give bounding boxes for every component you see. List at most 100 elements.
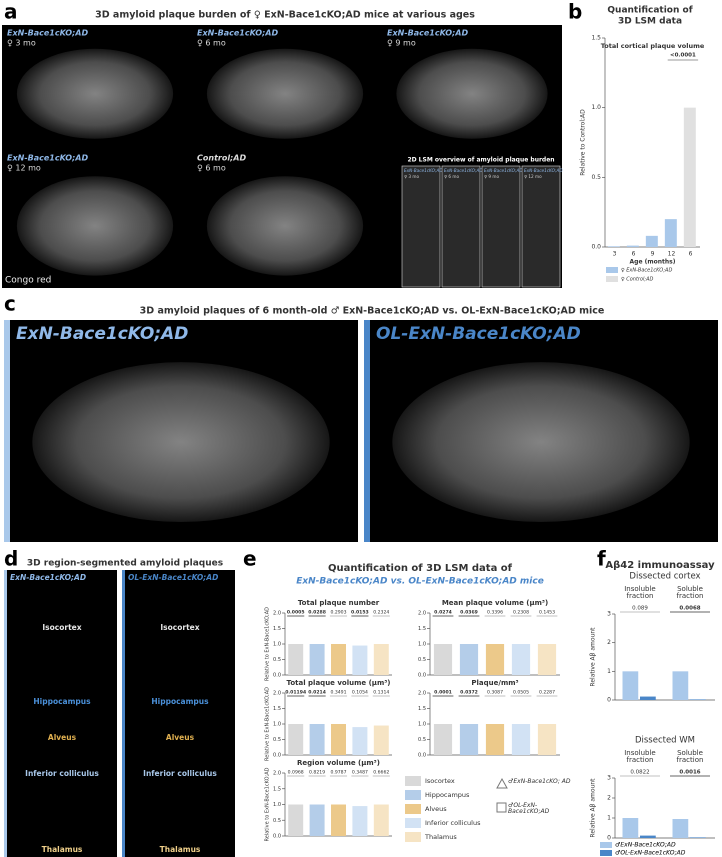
inset-sublabel: ♀ 3 mo <box>404 174 419 179</box>
y-tick-label: 0.0 <box>273 834 281 840</box>
legend-swatch <box>405 818 421 828</box>
bar <box>352 806 368 836</box>
y-tick-label: 0 <box>607 835 611 842</box>
legend-label: ♀ ExN-Bace1cKO;AD <box>621 268 672 274</box>
panel-letter: c <box>4 292 16 316</box>
bar <box>672 671 689 700</box>
brain-image <box>206 176 364 276</box>
chart-title: Plaque/mm³ <box>471 679 518 687</box>
region-label: Thalamus <box>160 845 201 854</box>
y-tick-label: 2.0 <box>273 691 281 697</box>
x-category-label: Soluble fraction <box>676 749 704 765</box>
p-value: 0.089 <box>632 606 648 612</box>
legend-swatch <box>405 776 421 786</box>
bar <box>622 671 639 700</box>
chart-title: Total cortical plaque volume <box>601 42 705 50</box>
bar <box>309 644 325 675</box>
y-tick-label: 1.5 <box>273 626 281 632</box>
legend-label: ♂ExN-Bace1cKO;AD <box>615 842 676 849</box>
y-tick-label: 2 <box>607 795 611 802</box>
legend-label: ♀ Control;AD <box>621 277 654 283</box>
image-strip <box>122 570 125 857</box>
y-axis-label: Relative to ExN-Bace1cKO;AD <box>265 767 271 841</box>
panel-title: 3D region-segmented amyloid plaques <box>27 559 223 569</box>
bar <box>626 245 639 247</box>
panel-letter: e <box>243 547 257 571</box>
image-label: ExN-Bace1cKO;AD <box>7 154 88 163</box>
bar <box>352 645 368 675</box>
bar <box>511 724 531 755</box>
bar <box>690 699 706 700</box>
y-axis-label: Relative Aβ amount <box>590 627 597 687</box>
panel-title: 3D LSM data <box>618 17 682 27</box>
image-label: OL-ExN-Bace1cKO;AD <box>128 573 218 582</box>
p-value: 0.2308 <box>513 610 529 616</box>
panel-letter: f <box>597 547 606 571</box>
image-strip <box>4 320 10 542</box>
bar <box>331 724 346 755</box>
image-background <box>122 570 235 857</box>
image-background <box>4 570 117 857</box>
panel-title: 3D amyloid plaques of 6 month-old ♂ ExN-… <box>140 306 605 317</box>
y-tick-label: 0 <box>607 697 611 704</box>
bar <box>690 837 706 838</box>
x-tick-label: 6 <box>689 251 693 258</box>
y-tick-label: 1.0 <box>418 642 426 648</box>
chart-title: Dissected WM <box>635 736 695 746</box>
p-value: 0.3491 <box>330 690 346 696</box>
bar <box>373 725 389 755</box>
inset-image <box>441 165 481 288</box>
bar <box>331 644 346 675</box>
y-tick-label: 2 <box>607 639 611 646</box>
y-tick-label: 0.5 <box>273 737 281 743</box>
panel-letter: b <box>568 0 582 24</box>
y-tick-label: 0.0 <box>273 673 281 679</box>
brain-image <box>206 48 364 139</box>
p-value: 0.0372 <box>460 690 478 696</box>
panel-title: Quantification of 3D LSM data of <box>328 563 513 574</box>
y-tick-label: 3 <box>607 611 611 618</box>
bar <box>537 644 557 675</box>
chart-title: Total plaque volume (µm³) <box>286 679 390 687</box>
region-label: Isocortex <box>160 623 199 632</box>
legend-label: Thalamus <box>424 833 457 841</box>
image-label: ExN-Bace1cKO;AD <box>10 573 86 582</box>
y-tick-label: 0.0 <box>273 753 281 759</box>
region-label: Hippocampus <box>151 697 209 706</box>
region-label: Isocortex <box>42 623 81 632</box>
chart-title: Region volume (µm³) <box>297 759 380 767</box>
p-value: 0.1314 <box>373 690 389 696</box>
panel-title: Aβ42 immunoassay <box>605 560 715 571</box>
image-sublabel: ♀ 6 mo <box>197 39 226 48</box>
bar <box>511 644 531 675</box>
bar <box>373 644 389 675</box>
x-tick-label: 3 <box>613 251 617 258</box>
y-axis-label: Relative to ExN-Bace1cKO;AD <box>265 687 271 761</box>
p-value: 0.0214 <box>308 690 326 696</box>
y-tick-label: 0.0 <box>418 673 426 679</box>
annotation: <0.0001 <box>670 53 696 59</box>
legend-swatch <box>600 850 612 856</box>
x-category-label: Insoluble fraction <box>624 585 656 601</box>
p-value: 0.0822 <box>630 770 649 776</box>
legend-swatch <box>405 790 421 800</box>
y-tick-label: 2.0 <box>273 611 281 617</box>
bar <box>645 235 658 247</box>
p-value: 0.1453 <box>539 610 555 616</box>
legend-label: Inferior colliculus <box>425 819 481 827</box>
y-tick-label: 1.0 <box>273 802 281 808</box>
bar <box>331 804 346 836</box>
bar <box>537 724 557 755</box>
bar <box>485 644 505 675</box>
p-value: 0.2287 <box>539 690 555 696</box>
p-value: 0.0001 <box>434 690 452 696</box>
y-tick-label: 0.5 <box>591 174 601 181</box>
image-sublabel: ♀ 3 mo <box>7 39 36 48</box>
panel-title: Quantification of <box>607 6 692 16</box>
inset-sublabel: ♀ 6 mo <box>444 174 459 179</box>
bar <box>459 724 479 755</box>
panel-letter: a <box>4 0 18 24</box>
region-label: Hippocampus <box>33 697 91 706</box>
